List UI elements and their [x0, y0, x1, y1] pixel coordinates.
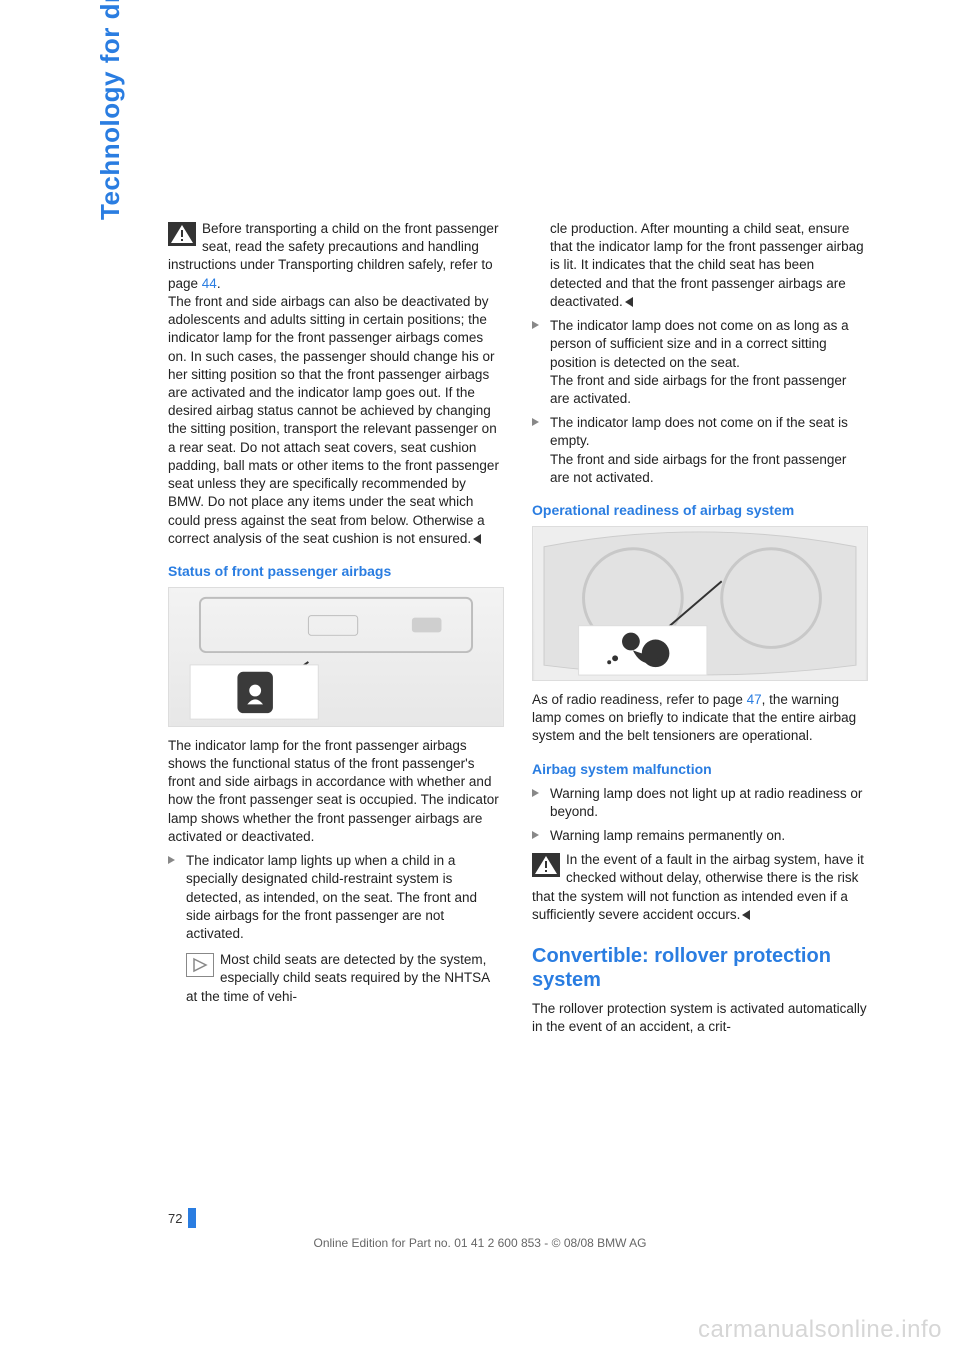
warning-text-2: In the event of a fault in the airbag sy…: [532, 851, 868, 924]
status-list: The indicator lamp lights up when a chil…: [168, 852, 504, 1006]
page-link-44[interactable]: 44: [202, 276, 217, 291]
warning-block-2: In the event of a fault in the airbag sy…: [532, 851, 868, 924]
note-icon: [186, 953, 214, 982]
page-number-wrap: 72: [168, 1208, 196, 1228]
status-list-cont: The indicator lamp does not come on as l…: [532, 317, 868, 487]
list-item-text: The indicator lamp lights up when a chil…: [186, 853, 477, 941]
left-column: Before transporting a child on the front…: [168, 220, 504, 1036]
right-column: cle production. After mounting a child s…: [532, 220, 868, 1036]
heading-operational-readiness: Operational readiness of airbag system: [532, 501, 868, 520]
warning-icon: [532, 853, 560, 882]
list-item: Warning lamp does not light up at radio …: [532, 785, 868, 821]
section-side-title: Technology for driving comfort and safet…: [95, 0, 126, 220]
heading-status-front-airbags: Status of front passenger airbags: [168, 562, 504, 581]
heading-convertible-rollover: Convertible: rollover protection system: [532, 944, 868, 992]
page-link-47[interactable]: 47: [747, 692, 762, 707]
warning-icon: [168, 222, 196, 251]
malfunction-list: Warning lamp does not light up at radio …: [532, 785, 868, 846]
heading-airbag-malfunction: Airbag system malfunction: [532, 760, 868, 779]
list-item: The indicator lamp does not come on if t…: [532, 414, 868, 487]
continuation-text: cle production. After mounting a child s…: [532, 220, 868, 311]
page-number-bar: [188, 1208, 196, 1228]
status-paragraph: The indicator lamp for the front passeng…: [168, 737, 504, 846]
note-text: Most child seats are detected by the sys…: [186, 952, 489, 1003]
operational-paragraph: As of radio readiness, refer to page 47,…: [532, 691, 868, 746]
warning-text-1b: The front and side airbags can also be d…: [168, 293, 504, 548]
warning-text-1: Before transporting a child on the front…: [168, 220, 504, 293]
rollover-paragraph: The rollover protection system is activa…: [532, 1000, 868, 1036]
list-item: Warning lamp remains permanently on.: [532, 827, 868, 845]
list-item: The indicator lamp does not come on as l…: [532, 317, 868, 408]
watermark: carmanualsonline.info: [698, 1316, 942, 1344]
page-number: 72: [168, 1211, 182, 1226]
footer-line: Online Edition for Part no. 01 41 2 600 …: [0, 1236, 960, 1250]
figure-airbag-indicator: [168, 587, 504, 727]
end-marker-icon: [625, 297, 633, 307]
end-marker-icon: [742, 910, 750, 920]
list-item: The indicator lamp lights up when a chil…: [168, 852, 504, 1006]
note-block: Most child seats are detected by the sys…: [186, 951, 504, 1006]
figure-dashboard-warning: [532, 526, 868, 681]
end-marker-icon: [473, 534, 481, 544]
content-columns: Before transporting a child on the front…: [168, 220, 868, 1036]
warning-block-1: Before transporting a child on the front…: [168, 220, 504, 548]
